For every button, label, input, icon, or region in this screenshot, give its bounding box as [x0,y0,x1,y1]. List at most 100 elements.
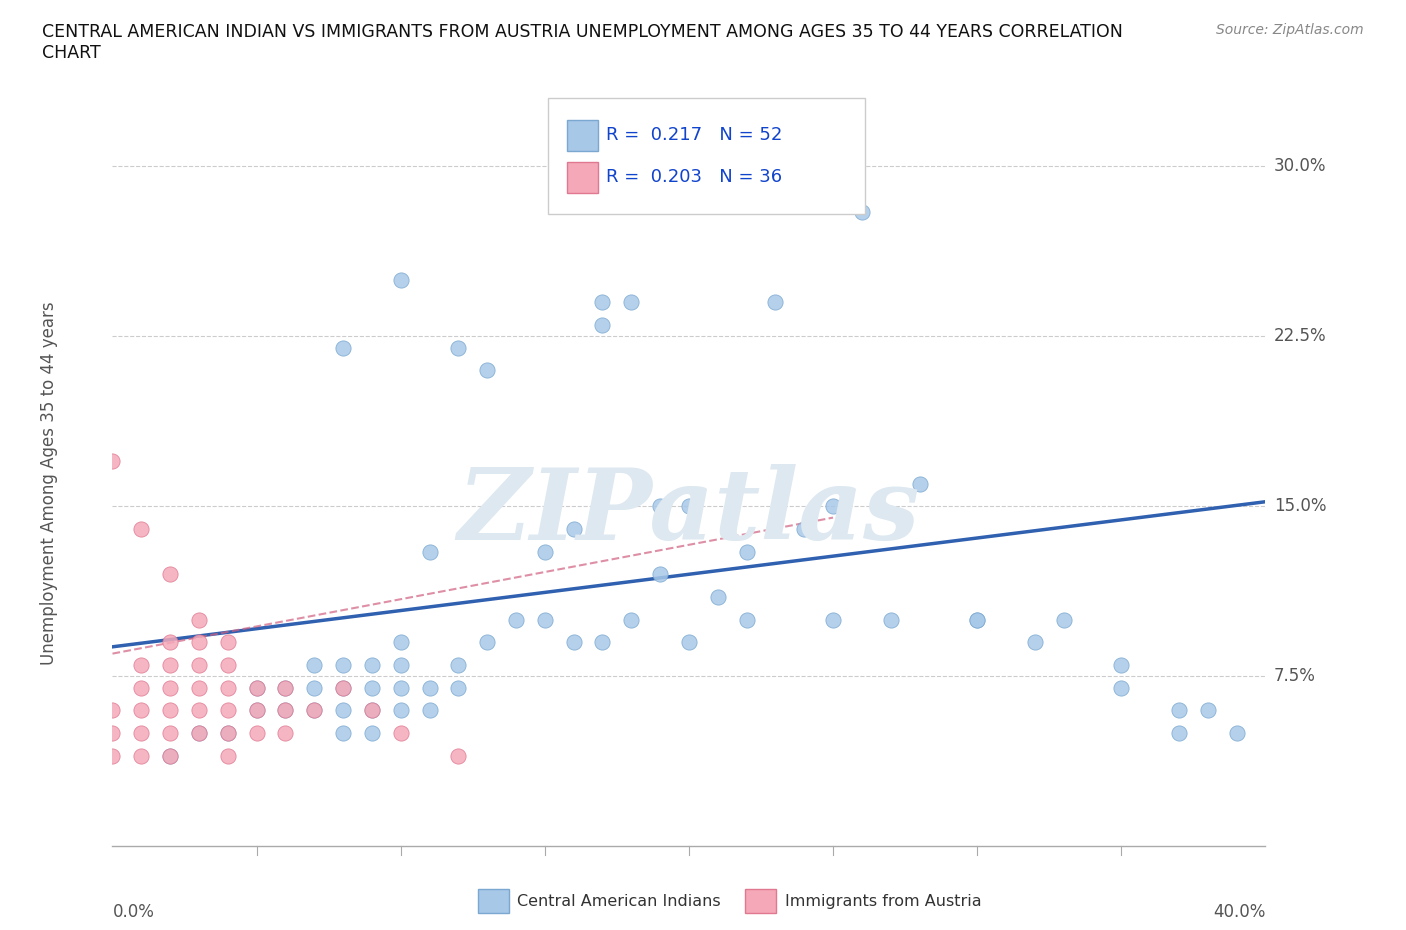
Point [246,703,269,718]
Point [246,703,269,718]
Point [389,725,412,740]
Point [735,612,758,627]
Point [650,498,672,513]
Point [246,680,269,695]
Point [851,205,873,219]
Point [332,680,354,695]
Point [274,703,297,718]
Point [562,635,585,650]
Point [101,703,124,718]
Text: Unemployment Among Ages 35 to 44 years: Unemployment Among Ages 35 to 44 years [39,302,58,665]
Point [793,522,815,537]
Point [1226,725,1249,740]
Point [274,725,297,740]
Text: CENTRAL AMERICAN INDIAN VS IMMIGRANTS FROM AUSTRIA UNEMPLOYMENT AMONG AGES 35 TO: CENTRAL AMERICAN INDIAN VS IMMIGRANTS FR… [42,23,1123,62]
Point [419,703,441,718]
Point [821,498,844,513]
Point [505,612,527,627]
Point [389,658,412,672]
Point [332,680,354,695]
Point [129,703,153,718]
Point [419,680,441,695]
Text: Immigrants from Austria: Immigrants from Austria [785,894,981,909]
Point [1167,703,1189,718]
Point [188,680,211,695]
Point [534,612,557,627]
Point [159,635,181,650]
Point [304,680,326,695]
Point [592,635,614,650]
Point [159,748,181,763]
Point [1024,635,1046,650]
Point [129,748,153,763]
Text: R =  0.203   N = 36: R = 0.203 N = 36 [606,167,782,186]
Point [419,544,441,559]
Point [908,476,931,491]
Point [389,703,412,718]
Point [1197,703,1219,718]
Point [129,522,153,537]
Point [188,658,211,672]
Point [332,658,354,672]
Point [678,498,700,513]
Point [217,635,239,650]
Point [129,725,153,740]
Text: Source: ZipAtlas.com: Source: ZipAtlas.com [1216,23,1364,37]
Point [274,680,297,695]
Point [1111,658,1133,672]
Point [389,680,412,695]
Point [274,703,297,718]
Text: 0.0%: 0.0% [112,903,155,921]
Point [447,748,470,763]
Point [966,612,988,627]
Point [217,725,239,740]
Point [620,295,643,310]
Text: 22.5%: 22.5% [1274,327,1327,345]
Point [1053,612,1076,627]
Point [966,612,988,627]
Point [360,680,382,695]
Text: 40.0%: 40.0% [1213,903,1265,921]
Point [129,680,153,695]
Point [246,680,269,695]
Point [217,748,239,763]
Point [159,748,181,763]
Point [1111,680,1133,695]
Text: Central American Indians: Central American Indians [517,894,721,909]
Point [880,612,903,627]
Point [188,635,211,650]
Point [389,635,412,650]
Point [304,703,326,718]
Point [360,703,382,718]
Point [447,340,470,355]
Point [159,567,181,582]
Point [475,363,499,378]
Point [1167,725,1189,740]
Point [217,680,239,695]
Point [332,725,354,740]
Text: 7.5%: 7.5% [1274,668,1316,685]
Point [360,725,382,740]
Point [447,658,470,672]
Point [217,725,239,740]
Point [562,522,585,537]
Point [129,658,153,672]
Text: 15.0%: 15.0% [1274,498,1326,515]
Point [159,680,181,695]
Point [101,454,124,469]
Point [765,295,787,310]
Point [332,340,354,355]
Point [304,658,326,672]
Point [246,725,269,740]
Point [475,635,499,650]
Point [360,658,382,672]
Point [188,725,211,740]
Point [389,272,412,287]
Point [304,703,326,718]
Point [332,703,354,718]
Point [217,703,239,718]
Point [101,748,124,763]
Point [274,680,297,695]
Point [650,567,672,582]
Point [592,317,614,332]
